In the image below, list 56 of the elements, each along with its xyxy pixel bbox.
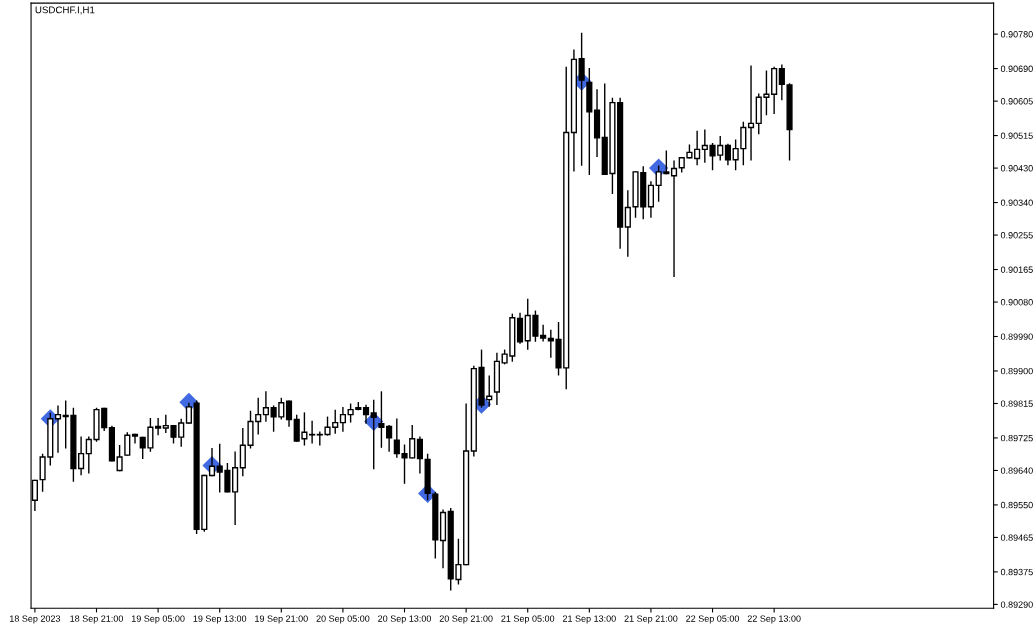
- candlestick: [54, 405, 62, 453]
- candlestick: [131, 433, 139, 444]
- candlestick: [724, 143, 732, 166]
- y-tick-label: 0.89725: [1000, 434, 1033, 442]
- y-tick-label: 0.90430: [1000, 165, 1033, 172]
- candlestick: [309, 420, 316, 444]
- candlestick: [185, 402, 192, 424]
- candlestick: [262, 391, 269, 422]
- candlestick: [370, 399, 377, 470]
- y-tick-label: 0.90780: [1000, 31, 1033, 38]
- chart-title: USDCHF.I,H1: [35, 6, 95, 15]
- candlestick: [747, 65, 755, 161]
- candlestick: [116, 444, 123, 472]
- y-tick-label: 0.89375: [1000, 568, 1033, 576]
- x-tick-label: 18 Sep 21:00: [70, 615, 124, 624]
- candlestick: [386, 424, 393, 452]
- x-tick-label: 21 Sep 13:00: [562, 615, 616, 624]
- y-tick-label: 0.90605: [1000, 98, 1033, 105]
- candlestick: [516, 312, 524, 344]
- x-tick-label: 22 Sep 05:00: [686, 615, 740, 624]
- y-tick-label: 0.89550: [1000, 501, 1033, 509]
- y-tick-label: 0.90515: [1000, 132, 1033, 139]
- candlestick: [124, 432, 131, 456]
- x-tick-label: 20 Sep 21:00: [439, 615, 493, 624]
- y-tick-label: 0.89900: [1000, 367, 1033, 375]
- x-tick-label: 18 Sep 2023: [9, 615, 61, 624]
- y-tick-label: 0.90165: [1000, 266, 1033, 273]
- x-tick-label: 19 Sep 05:00: [131, 615, 185, 624]
- x-tick-label: 21 Sep 05:00: [501, 615, 555, 624]
- y-tick-label: 0.89815: [1000, 400, 1033, 407]
- candlestick: [378, 391, 385, 448]
- y-tick-label: 0.89465: [1000, 534, 1033, 541]
- y-tick-label: 0.89640: [1000, 467, 1033, 474]
- candlestick: [285, 400, 293, 427]
- y-tick-label: 0.90690: [1000, 65, 1033, 72]
- candlestick: [155, 418, 162, 436]
- candlestick: [362, 404, 370, 424]
- candlestick: [670, 160, 678, 278]
- candlestick: [647, 181, 655, 218]
- candlestick: [208, 447, 216, 477]
- y-tick-label: 0.89990: [1000, 333, 1033, 340]
- x-tick-label: 20 Sep 13:00: [378, 615, 432, 624]
- y-tick-label: 0.89290: [1000, 601, 1033, 608]
- x-tick-label: 22 Sep 13:00: [747, 615, 801, 624]
- x-tick-label: 20 Sep 05:00: [316, 615, 370, 624]
- candlestick: [78, 436, 85, 476]
- candlestick: [416, 436, 424, 474]
- x-tick-label: 19 Sep 21:00: [255, 615, 308, 624]
- y-tick-label: 0.90340: [1000, 199, 1033, 206]
- y-tick-label: 0.90255: [1000, 232, 1033, 239]
- candlestick: [339, 406, 346, 432]
- y-tick-label: 0.90080: [1000, 299, 1033, 306]
- x-tick-label: 19 Sep 13:00: [193, 615, 247, 624]
- candlestick: [578, 32, 585, 166]
- candlestick: [624, 190, 631, 257]
- x-tick-label: 21 Sep 21:00: [624, 615, 678, 624]
